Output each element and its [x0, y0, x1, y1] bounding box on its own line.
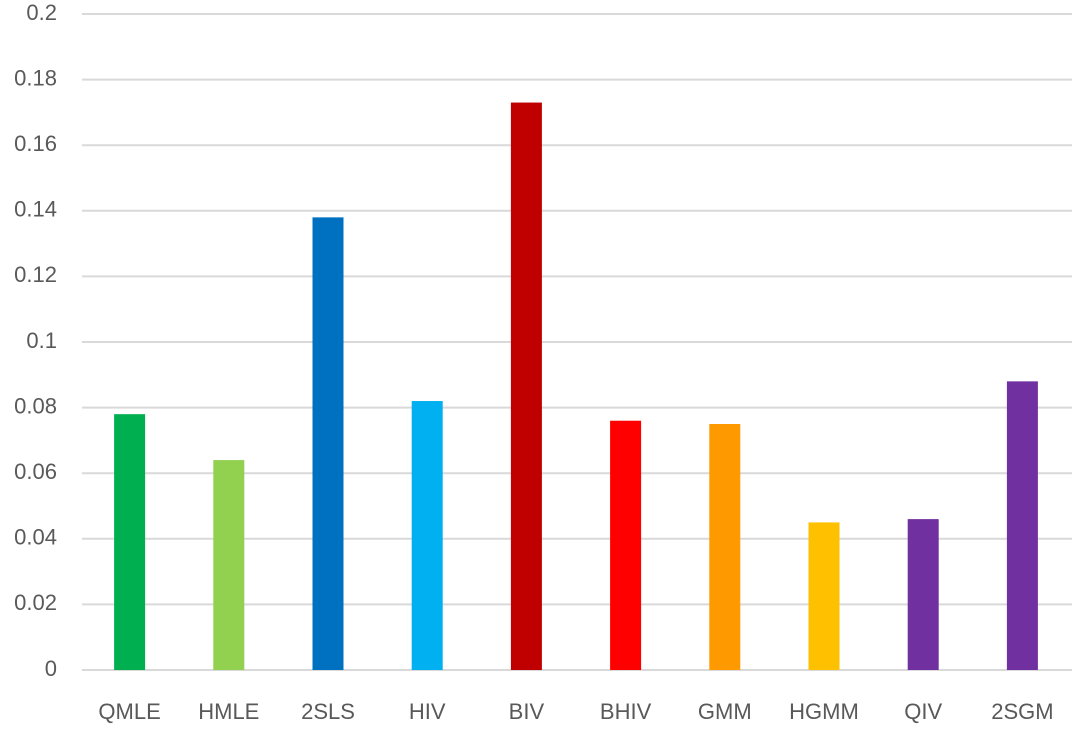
bar	[907, 519, 939, 670]
x-tick-label: BIV	[509, 699, 545, 724]
y-tick-label: 0.1	[26, 328, 57, 353]
bar	[114, 414, 146, 670]
x-tick-label: QMLE	[98, 699, 160, 724]
bar	[411, 401, 443, 670]
x-tick-label: 2SGM	[991, 699, 1053, 724]
bar	[808, 522, 840, 670]
bar	[510, 102, 542, 670]
y-tick-label: 0.06	[14, 459, 57, 484]
x-tick-label: HIV	[409, 699, 446, 724]
bar	[213, 460, 245, 670]
y-tick-label: 0.08	[14, 393, 57, 418]
x-tick-label: HGMM	[789, 699, 859, 724]
x-tick-label: QIV	[904, 699, 942, 724]
bar	[709, 424, 741, 670]
x-tick-label: 2SLS	[301, 699, 355, 724]
y-tick-label: 0.02	[14, 590, 57, 615]
bar	[1006, 381, 1038, 670]
y-tick-label: 0.18	[14, 65, 57, 90]
x-tick-label: HMLE	[198, 699, 259, 724]
y-tick-label: 0.14	[14, 197, 57, 222]
x-tick-label: BHIV	[600, 699, 652, 724]
x-tick-label: GMM	[698, 699, 752, 724]
y-tick-label: 0.12	[14, 262, 57, 287]
bar	[610, 420, 642, 670]
y-tick-label: 0	[45, 656, 57, 681]
y-tick-label: 0.2	[26, 0, 57, 25]
y-tick-label: 0.16	[14, 131, 57, 156]
bar	[312, 217, 344, 671]
y-tick-label: 0.04	[14, 525, 57, 550]
